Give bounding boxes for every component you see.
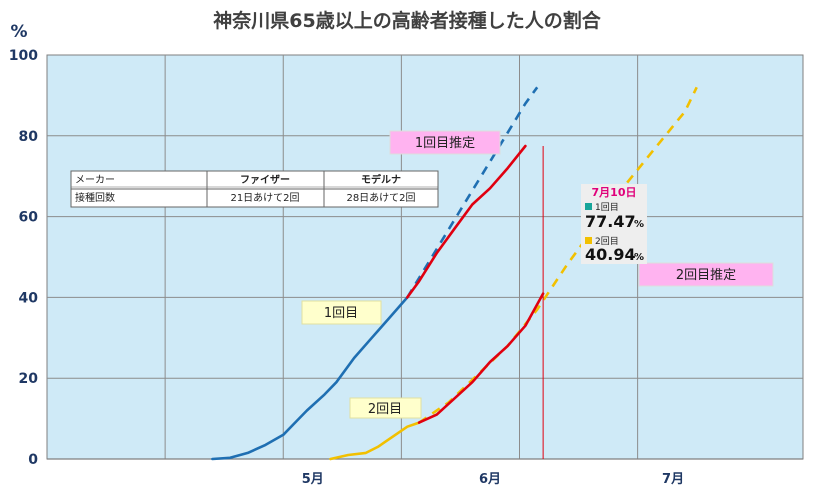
maker-table: メーカー ファイザー モデルナ 接種回数 21日あけて2回 28日あけて2回: [70, 170, 439, 208]
y-tick-label: 100: [9, 48, 38, 64]
annotation-first-pct: %: [634, 219, 644, 230]
table-cell-pfizer: 21日あけて2回: [230, 192, 299, 204]
annotation-first-value: 77.47: [585, 212, 636, 231]
annotation-date: 7月10日: [592, 186, 637, 199]
label-second-text: 2回目: [368, 402, 402, 417]
series-group: [211, 86, 698, 461]
annotation-second-value: 40.94: [585, 245, 636, 264]
label-first-estimate: 1回目推定: [389, 130, 501, 155]
label-first-estimate-text: 1回目推定: [415, 136, 475, 151]
table-header-maker: メーカー: [75, 174, 115, 186]
y-tick-label: 40: [19, 290, 39, 306]
value-annotation: 7月10日 1回目 77.47 % 2回目 40.94 %: [581, 184, 647, 264]
x-tick-label: 7月: [662, 472, 684, 487]
y-tick-label: 0: [28, 452, 38, 468]
annotation-first-label: 1回目: [595, 202, 619, 213]
x-tick-label: 5月: [302, 472, 324, 487]
series-line-1: [406, 86, 539, 299]
series-line-0: [211, 296, 409, 461]
series-line-5: [417, 292, 545, 424]
table-cell-moderna: 28日あけて2回: [346, 192, 415, 204]
label-first-text: 1回目: [324, 306, 358, 321]
annotation-second-label: 2回目: [595, 236, 619, 247]
annotation-second-pct: %: [634, 252, 644, 263]
x-axis: 5月 6月 7月: [302, 472, 684, 487]
plot-area: [46, 54, 804, 460]
series-line-2: [406, 144, 527, 299]
y-axis: 0 20 40 60 80 100: [9, 48, 38, 468]
y-axis-unit: %: [10, 22, 27, 42]
label-first: 1回目: [301, 300, 382, 325]
label-second: 2回目: [349, 397, 422, 419]
y-tick-label: 60: [19, 210, 39, 226]
table-header-pfizer: ファイザー: [240, 174, 290, 186]
label-second-estimate: 2回目推定: [638, 262, 774, 287]
y-tick-label: 80: [19, 129, 39, 145]
y-tick-label: 20: [19, 371, 39, 387]
second-dose-marker: [585, 237, 592, 244]
first-dose-marker: [585, 203, 592, 210]
x-tick-label: 6月: [479, 472, 501, 487]
table-row-label: 接種回数: [75, 191, 115, 204]
label-second-estimate-text: 2回目推定: [676, 268, 736, 283]
series-line-3: [329, 421, 421, 461]
chart-title: 神奈川県65歳以上の高齢者接種した人の割合: [213, 9, 601, 32]
table-header-moderna: モデルナ: [361, 173, 401, 186]
